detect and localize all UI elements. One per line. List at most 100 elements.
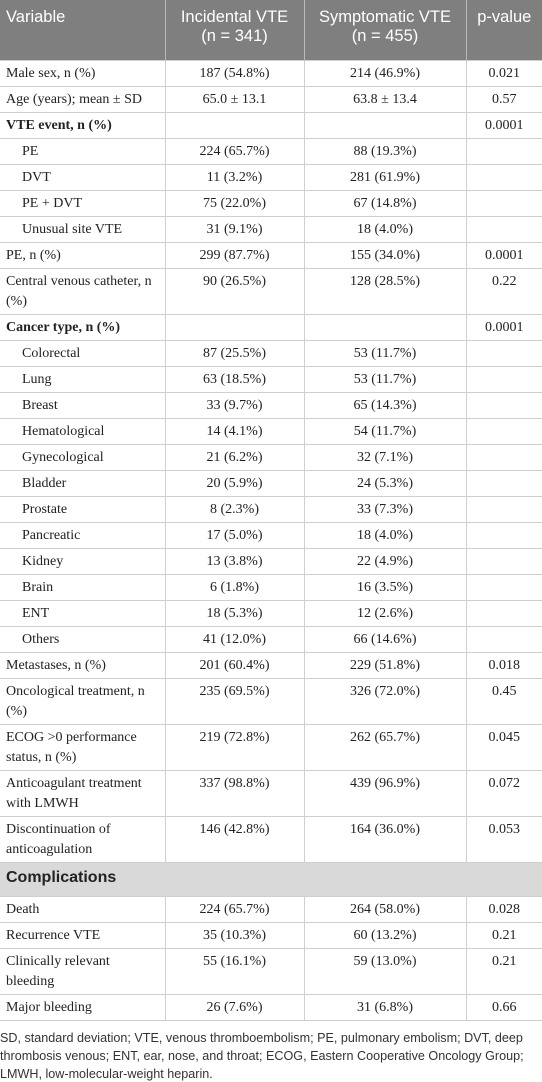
cell: 54 (11.7%) — [303, 417, 466, 444]
cell: 0.045 — [465, 723, 542, 770]
cell: 0.21 — [465, 947, 542, 994]
cell: 13 (3.8%) — [164, 547, 304, 574]
cell: 337 (98.8%) — [164, 769, 304, 816]
cell: 187 (54.8%) — [164, 59, 304, 86]
row-label: Bladder — [0, 469, 165, 496]
cell: 219 (72.8%) — [164, 723, 304, 770]
cell: 66 (14.6%) — [303, 625, 466, 652]
cell: 14 (4.1%) — [164, 417, 304, 444]
row-label: Colorectal — [0, 339, 165, 366]
cell: 60 (13.2%) — [303, 921, 466, 948]
row-label: Breast — [0, 391, 165, 418]
row-label: Anticoagulant treatment with LMWH — [0, 769, 165, 816]
cell — [465, 469, 542, 496]
cell: 0.66 — [465, 993, 542, 1021]
row-label: DVT — [0, 163, 165, 190]
cell: 224 (65.7%) — [164, 895, 304, 922]
cell: 33 (9.7%) — [164, 391, 304, 418]
row-label: Recurrence VTE — [0, 921, 165, 948]
table-row: Oncological treatment, n (%) 235 (69.5%) 3… — [0, 677, 542, 724]
cell: 0.053 — [465, 815, 542, 862]
header-cell: Symptomatic VTE (n = 455) — [303, 0, 466, 60]
row-label: ENT — [0, 599, 165, 626]
cell — [465, 137, 542, 164]
cell: 0.028 — [465, 895, 542, 922]
header-text: p-value — [477, 8, 532, 26]
table-row: Kidney 13 (3.8%) 22 (4.9%) — [0, 547, 542, 574]
cell: 32 (7.1%) — [303, 443, 466, 470]
row-label: Cancer type, n (%) — [0, 313, 165, 340]
cell: 67 (14.8%) — [303, 189, 466, 216]
cell: 0.0001 — [465, 241, 542, 268]
cell: 65 (14.3%) — [303, 391, 466, 418]
table-row: Hematological 14 (4.1%) 54 (11.7%) — [0, 417, 542, 444]
row-label: Unusual site VTE — [0, 215, 165, 242]
table-row: Male sex, n (%) 187 (54.8%) 214 (46.9%) 0.0… — [0, 59, 542, 86]
table-row: Unusual site VTE 31 (9.1%) 18 (4.0%) — [0, 215, 542, 242]
cell — [465, 443, 542, 470]
header-text: (n = 455) — [351, 27, 419, 45]
cell: 0.018 — [465, 651, 542, 678]
cell: 6 (1.8%) — [164, 573, 304, 600]
cell — [164, 111, 304, 138]
cell: 0.021 — [465, 59, 542, 86]
table-row: Others 41 (12.0%) 66 (14.6%) — [0, 625, 542, 652]
table-row: Pancreatic 17 (5.0%) 18 (4.0%) — [0, 521, 542, 548]
table-row: ENT 18 (5.3%) 12 (2.6%) — [0, 599, 542, 626]
row-label: PE, n (%) — [0, 241, 165, 268]
cell — [465, 163, 542, 190]
cell: 0.21 — [465, 921, 542, 948]
cell: 229 (51.8%) — [303, 651, 466, 678]
cell: 31 (6.8%) — [303, 993, 466, 1021]
cell: 8 (2.3%) — [164, 495, 304, 522]
data-table: Variable Incidental VTE (n = 341) Symptomat… — [0, 0, 542, 1021]
cell: 128 (28.5%) — [303, 267, 466, 314]
cell — [465, 189, 542, 216]
cell: 31 (9.1%) — [164, 215, 304, 242]
table-row: Recurrence VTE 35 (10.3%) 60 (13.2%) 0.21 — [0, 921, 542, 948]
table-row: Gynecological 21 (6.2%) 32 (7.1%) — [0, 443, 542, 470]
cell — [465, 417, 542, 444]
table-row: Brain 6 (1.8%) 16 (3.5%) — [0, 573, 542, 600]
cell: 0.57 — [465, 85, 542, 112]
table-row: VTE event, n (%) 0.0001 — [0, 111, 542, 138]
row-label: Central venous catheter, n (%) — [0, 267, 165, 314]
cell: 281 (61.9%) — [303, 163, 466, 190]
cell: 264 (58.0%) — [303, 895, 466, 922]
cell: 18 (5.3%) — [164, 599, 304, 626]
cell: 75 (22.0%) — [164, 189, 304, 216]
row-label: Clinically relevant bleeding — [0, 947, 165, 994]
cell: 146 (42.8%) — [164, 815, 304, 862]
row-label: Prostate — [0, 495, 165, 522]
row-label: Brain — [0, 573, 165, 600]
cell — [465, 215, 542, 242]
cell: 155 (34.0%) — [303, 241, 466, 268]
table-row: Age (years); mean ± SD 65.0 ± 13.1 63.8 ± … — [0, 85, 542, 112]
cell: 12 (2.6%) — [303, 599, 466, 626]
table-row: Anticoagulant treatment with LMWH 337 (98… — [0, 769, 542, 816]
header-cell: Variable — [0, 0, 165, 60]
cell: 0.0001 — [465, 313, 542, 340]
cell: 20 (5.9%) — [164, 469, 304, 496]
cell — [303, 313, 466, 340]
cell: 65.0 ± 13.1 — [164, 85, 304, 112]
row-label: Death — [0, 895, 165, 922]
cell: 55 (16.1%) — [164, 947, 304, 994]
cell: 262 (65.7%) — [303, 723, 466, 770]
row-label: Lung — [0, 365, 165, 392]
cell — [465, 547, 542, 574]
cell — [465, 521, 542, 548]
header-row: Variable Incidental VTE (n = 341) Symptomat… — [0, 0, 542, 60]
cell: 22 (4.9%) — [303, 547, 466, 574]
cell — [465, 391, 542, 418]
row-label: Kidney — [0, 547, 165, 574]
cell: 53 (11.7%) — [303, 365, 466, 392]
cell — [465, 625, 542, 652]
cell: 26 (7.6%) — [164, 993, 304, 1021]
table-row: Bladder 20 (5.9%) 24 (5.3%) — [0, 469, 542, 496]
cell: 326 (72.0%) — [303, 677, 466, 724]
table-row: PE + DVT 75 (22.0%) 67 (14.8%) — [0, 189, 542, 216]
cell: 11 (3.2%) — [164, 163, 304, 190]
table-row: Clinically relevant bleeding 55 (16.1%) 59… — [0, 947, 542, 994]
